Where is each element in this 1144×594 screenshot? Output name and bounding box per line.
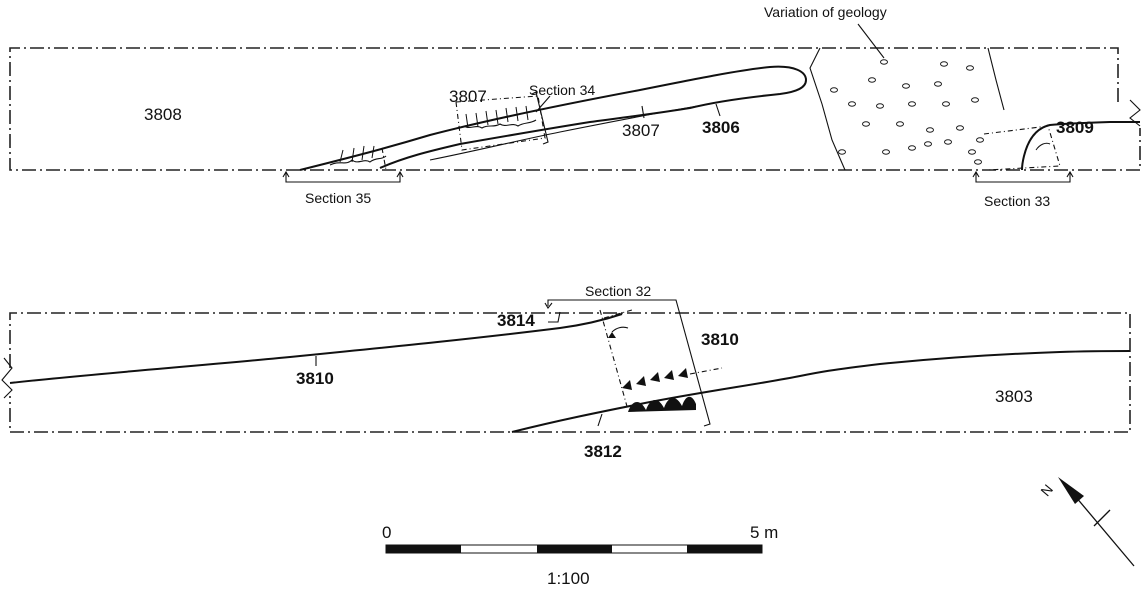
scale-bar-end-label: 5 m: [750, 523, 778, 542]
label-3812-leader: [597, 413, 603, 427]
ditch-3810-projection: [689, 367, 723, 375]
label-3808: 3808: [144, 105, 182, 124]
north-label: N: [1037, 481, 1056, 499]
lower-trench: [1, 299, 1131, 433]
section-32-line: [599, 309, 629, 411]
geology-note: Variation of geology: [764, 4, 887, 20]
section-33-label: Section 33: [984, 193, 1050, 209]
geology-boundary-east: [987, 47, 1005, 111]
geology-pebbles: [830, 59, 984, 165]
label-3803: 3803: [995, 387, 1033, 406]
section-34-leader: [535, 95, 551, 113]
section-35-arrowheads: [282, 170, 404, 178]
section-35-hatch: [329, 145, 387, 166]
feature-3814-leader: [548, 311, 561, 323]
section-32-hatch: [608, 326, 696, 412]
scale-bar-segment-3: [537, 545, 612, 553]
ditch-3812-south-edge: [511, 350, 1131, 433]
label-3806: 3806: [702, 118, 740, 137]
label-3812: 3812: [584, 442, 622, 461]
ditch-3806-edge: [299, 65, 808, 171]
section-32-bracket: [547, 299, 711, 427]
north-arrow: N: [1037, 477, 1135, 567]
section-32-north-edge: [603, 309, 633, 319]
north-arrow-head: [1058, 477, 1084, 504]
section-34-label: Section 34: [529, 82, 595, 98]
ditch-3810-north-edge: [9, 313, 623, 384]
label-3814: 3814: [497, 311, 535, 330]
scale-ratio: 1:100: [547, 569, 590, 588]
label-3809: 3809: [1056, 118, 1094, 137]
section-34-hatch: [463, 105, 537, 129]
section-35-label: Section 35: [305, 190, 371, 206]
scale-bar: 0 5 m 1:100: [382, 523, 778, 588]
north-arrow-shaft: [1069, 489, 1135, 567]
lower-trench-break-mark: [1, 357, 13, 399]
upper-trench: [9, 23, 1141, 183]
label-3810-west: 3810: [296, 369, 334, 388]
scale-bar-segment-1: [386, 545, 461, 553]
geology-boundary-west: [809, 47, 846, 171]
geology-variation-zone: [809, 23, 1005, 171]
ditch-3807-inner-line: [429, 103, 711, 161]
geology-leader: [857, 23, 885, 59]
section-33-arrowheads: [972, 170, 1074, 178]
label-3806-leader: [715, 103, 721, 117]
section-32-label: Section 32: [585, 283, 651, 299]
section-33-hatch: [1035, 142, 1051, 151]
section-34-marker: [531, 91, 549, 145]
section-33-box: [983, 125, 1061, 171]
section-32-arrowhead: [544, 302, 553, 309]
feature-3809-edge: [1021, 121, 1140, 171]
section-34-box: [455, 95, 546, 151]
label-3810-east: 3810: [701, 330, 739, 349]
label-3807-south: 3807: [622, 121, 660, 140]
north-arrow-crossbar: [1093, 509, 1111, 527]
section-35-line: [381, 147, 387, 171]
label-3807-north: 3807: [449, 87, 487, 106]
label-3807-leader: [641, 105, 645, 119]
lower-trench-boundary: [9, 312, 1131, 433]
section-35-bracket: [285, 172, 401, 183]
section-33-bracket: [975, 172, 1071, 183]
scale-bar-start-label: 0: [382, 523, 391, 542]
scale-bar-segment-5: [687, 545, 762, 553]
